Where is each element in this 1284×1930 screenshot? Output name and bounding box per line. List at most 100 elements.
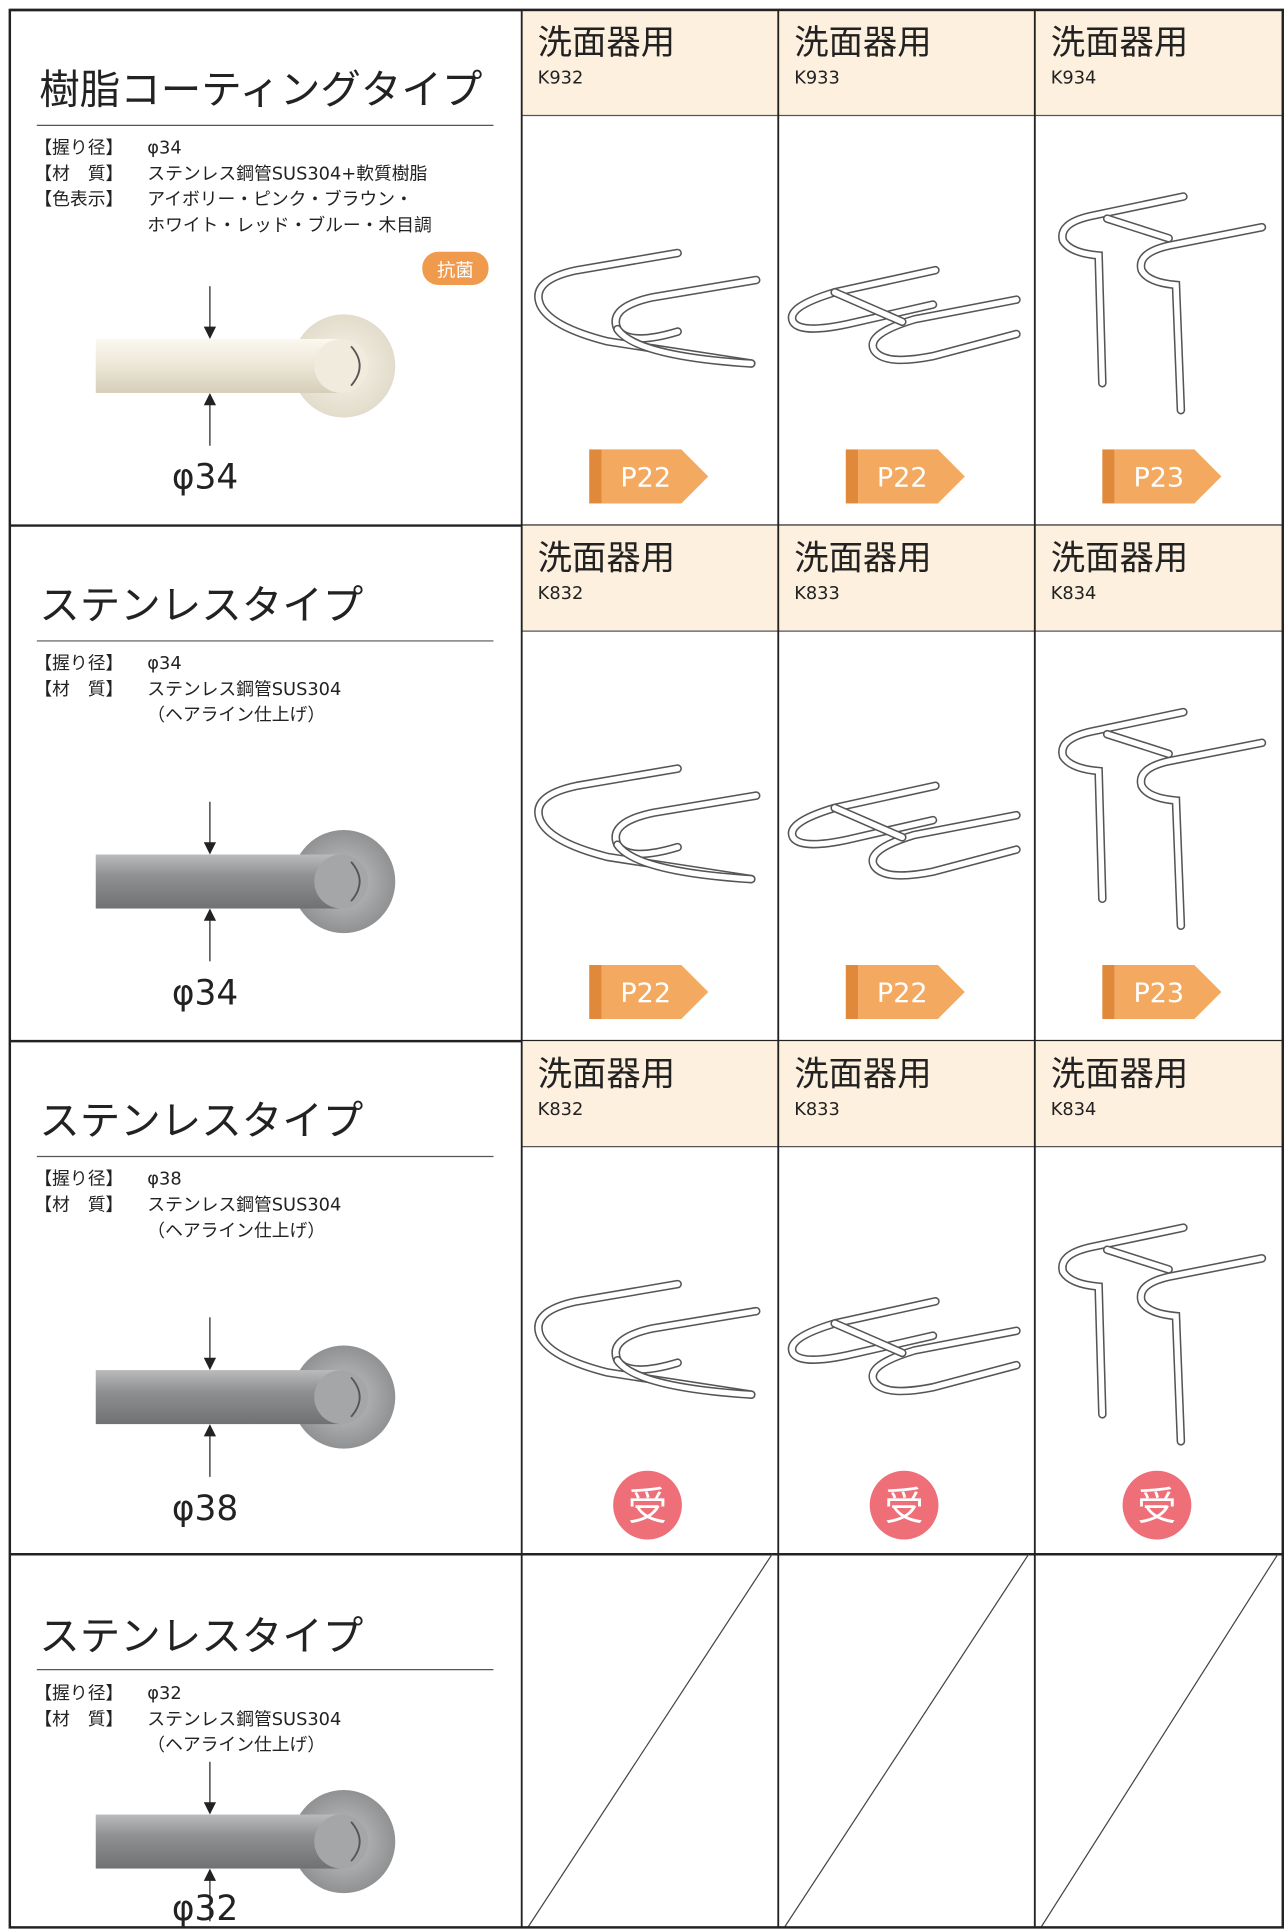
product-code: K933 [794, 68, 840, 89]
empty-diagonal [783, 1553, 1030, 1928]
bar-outline [1136, 738, 1267, 931]
row-title: 樹脂コーティングタイプ [39, 65, 482, 113]
bar-fill [831, 289, 905, 325]
bar-outline [1136, 1254, 1267, 1446]
pipe-shadow [350, 1376, 361, 1418]
bar-fill [1059, 1224, 1187, 1418]
product-category: 洗面器用 [1051, 539, 1188, 579]
header-band [1034, 9, 1284, 116]
badge-bg [422, 251, 489, 285]
product-category: 洗面器用 [1051, 23, 1188, 63]
spec-value: （ヘアライン仕上げ） [147, 705, 325, 726]
page-tag [858, 965, 965, 1020]
header-band [521, 1041, 779, 1147]
table-frame [8, 8, 1284, 1929]
page-tag-bar [589, 449, 602, 504]
product-code: K834 [1051, 583, 1097, 604]
spec-label: 【材 質】 [34, 1709, 123, 1730]
bar-fill [1138, 224, 1265, 413]
arrowhead [203, 1357, 217, 1371]
header-band [778, 9, 1035, 116]
spec-value: ステンレス鋼管SUS304 [147, 679, 341, 700]
empty-diagonal [1040, 1553, 1279, 1928]
bar-fill [789, 783, 939, 847]
product-category: 洗面器用 [794, 23, 931, 63]
pipe [95, 854, 342, 909]
page-tag-bar [1102, 449, 1115, 504]
order-mark: 受 [884, 1485, 923, 1530]
spec-label: 【握り径】 [34, 1169, 123, 1190]
product-drawing [534, 1279, 761, 1399]
page-tag-bar [1102, 965, 1115, 1020]
bar-fill [1104, 1247, 1172, 1273]
mark-bg [613, 1470, 682, 1540]
page-tag [601, 965, 709, 1020]
page-ref[interactable]: P23 [1133, 978, 1184, 1009]
bar-fill [1138, 1255, 1265, 1445]
product-category: 洗面器用 [1051, 1054, 1188, 1094]
product-category: 洗面器用 [794, 539, 931, 579]
bar-fill [1059, 709, 1187, 902]
row-title: ステンレスタイプ [39, 1096, 363, 1144]
badge: 抗菌 [437, 260, 474, 281]
spec-label: 【握り径】 [34, 1683, 123, 1704]
spec-value: ステンレス鋼管SUS304 [147, 1709, 341, 1730]
header-band [521, 9, 779, 116]
pipe [95, 1370, 342, 1425]
spec-value: φ34 [147, 138, 181, 159]
spec-label: 【材 質】 [34, 163, 123, 184]
page-tag [1114, 965, 1222, 1020]
diameter: φ38 [172, 1489, 238, 1529]
arrowhead [203, 842, 217, 855]
product-drawing [1058, 1223, 1267, 1446]
page-ref[interactable]: P23 [1133, 462, 1184, 493]
bar-outline [611, 275, 761, 343]
product-code: K834 [1051, 1099, 1097, 1120]
spec-label: 【材 質】 [34, 1195, 123, 1216]
spec-value: ステンレス鋼管SUS304+軟質樹脂 [147, 163, 427, 184]
spec-value: ステンレス鋼管SUS304 [147, 1195, 341, 1216]
product-drawing [1058, 192, 1267, 415]
page-tag [601, 449, 709, 504]
product-category: 洗面器用 [538, 1054, 675, 1094]
bar-fill [614, 1357, 755, 1398]
spec-value: （ヘアライン仕上げ） [147, 1735, 325, 1756]
page-ref[interactable]: P22 [877, 978, 928, 1009]
product-code: K934 [1051, 68, 1097, 89]
bar-fill [831, 805, 905, 841]
spec-value: φ32 [147, 1683, 181, 1704]
bar-fill [614, 841, 755, 882]
page-tag-bar [589, 965, 602, 1020]
bar-fill [535, 250, 755, 367]
pipe [95, 1814, 342, 1869]
arrowhead [203, 326, 217, 339]
page-ref[interactable]: P22 [620, 462, 671, 493]
spec-value: φ38 [147, 1169, 181, 1190]
page-ref[interactable]: P22 [877, 462, 928, 493]
bar-fill [870, 296, 1020, 363]
product-category: 洗面器用 [794, 1054, 931, 1094]
page-ref[interactable]: P22 [620, 978, 671, 1009]
header-band [778, 1041, 1035, 1147]
bar-fill [870, 1328, 1020, 1394]
product-code: K832 [538, 583, 584, 604]
product-drawing [787, 1297, 1021, 1396]
empty-diagonal [527, 1553, 773, 1928]
diameter: φ34 [172, 973, 238, 1013]
bar-fill [789, 267, 939, 332]
product-code: K932 [538, 68, 584, 89]
bar-fill [1104, 731, 1172, 757]
pipe-shadow [350, 345, 361, 387]
header-band [1034, 1041, 1284, 1147]
bar-outline [611, 791, 761, 859]
header-band [778, 525, 1035, 632]
page-tag [1114, 449, 1222, 504]
pipe [95, 338, 342, 393]
diameter: φ32 [172, 1889, 238, 1929]
page-tag-bar [845, 449, 859, 504]
pipe-shadow [350, 1821, 361, 1862]
arrowhead [203, 1868, 217, 1881]
product-drawing [534, 248, 761, 368]
